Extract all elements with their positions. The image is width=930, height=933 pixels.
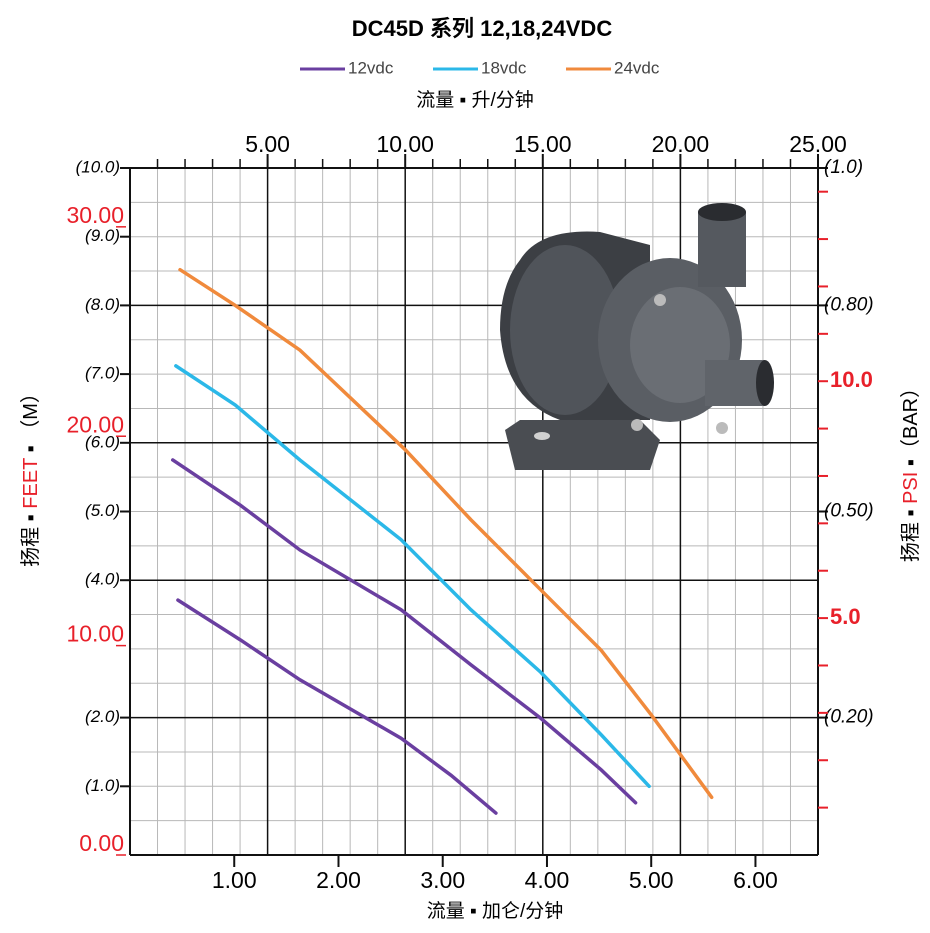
y-feet-tick-label: 0.00 bbox=[79, 830, 124, 856]
y2-tick-label: (1.0) bbox=[824, 157, 863, 178]
plot: 5.00 10.00 15.00 20.00 25.00 1.00 2.00 3.00 4.00… bbox=[66, 58, 873, 893]
y-tick-label: (9.0) bbox=[85, 226, 120, 245]
legend-label: 24vdc bbox=[614, 58, 660, 77]
y3-tick-label: 10.0 bbox=[830, 367, 873, 392]
y2-tick-label: (0.20) bbox=[824, 707, 874, 728]
x-tick-label: 3.00 bbox=[420, 867, 465, 893]
series-line bbox=[174, 364, 651, 789]
x-tick-label: 6.00 bbox=[733, 867, 778, 893]
chart-title: DC45D 系列 12,18,24VDC bbox=[352, 16, 613, 41]
x2-tick-label: 25.00 bbox=[789, 131, 847, 157]
pump-hole bbox=[534, 432, 550, 440]
pump-inlet-hole bbox=[756, 360, 774, 406]
y3-tick-label: 5.0 bbox=[830, 604, 861, 629]
y-title-part: 扬程 ▪ bbox=[19, 509, 42, 567]
x-tick-label: 5.00 bbox=[629, 867, 674, 893]
x-axis-title: 流量 ▪ 加仑/分钟 bbox=[427, 900, 564, 922]
y-tick-label: (7.0) bbox=[85, 364, 120, 383]
y2-tick-label: (0.50) bbox=[824, 501, 874, 522]
y2-title-part: 扬程 ▪ bbox=[899, 504, 922, 562]
y-axis-title: 扬程 ▪ FEET ▪ （M） bbox=[19, 383, 42, 567]
y-tick-label: (6.0) bbox=[85, 432, 120, 451]
y-tick-label: (10.0) bbox=[76, 157, 120, 176]
legend-label: 18vdc bbox=[481, 58, 527, 77]
y2-title-part: PSI bbox=[900, 472, 922, 504]
x-tick-label: 4.00 bbox=[525, 867, 570, 893]
series-line bbox=[178, 267, 714, 800]
y2-title-part: ▪（BAR） bbox=[899, 378, 922, 472]
y-title-part: ▪ （M） bbox=[19, 383, 42, 458]
x2-tick-label: 5.00 bbox=[245, 131, 290, 157]
pump-outlet bbox=[698, 212, 746, 287]
y2-axis-title: 扬程 ▪ PSI ▪（BAR） bbox=[899, 378, 922, 562]
y-tick-label: (4.0) bbox=[85, 570, 120, 589]
y-tick-label: (5.0) bbox=[85, 501, 120, 520]
y2-tick-label: (0.80) bbox=[824, 294, 874, 315]
y-tick-label: (2.0) bbox=[85, 707, 120, 726]
x2-tick-label: 20.00 bbox=[652, 131, 710, 157]
x-tick-label: 1.00 bbox=[212, 867, 257, 893]
series-line bbox=[170, 458, 638, 805]
pump-screw bbox=[716, 422, 728, 434]
y-tick-label: (1.0) bbox=[85, 776, 120, 795]
pump-cap bbox=[510, 245, 620, 415]
series-line bbox=[176, 598, 498, 815]
x-tick-label: 2.00 bbox=[316, 867, 361, 893]
y-feet-tick-label: 30.00 bbox=[66, 202, 124, 228]
pump-inlet bbox=[705, 360, 765, 406]
y-tick-label: (8.0) bbox=[85, 295, 120, 314]
pump-screw bbox=[631, 419, 643, 431]
legend-label: 12vdc bbox=[348, 58, 394, 77]
x2-axis-title: 流量 ▪ 升/分钟 bbox=[416, 89, 534, 111]
y-feet-tick-label: 10.00 bbox=[66, 621, 124, 647]
x2-tick-label: 10.00 bbox=[376, 131, 434, 157]
y-feet-tick-label: 20.00 bbox=[66, 411, 124, 437]
pump-screw bbox=[654, 294, 666, 306]
pump-photo bbox=[500, 203, 774, 470]
x2-tick-label: 15.00 bbox=[514, 131, 572, 157]
y-title-part: FEET bbox=[20, 458, 42, 509]
pump-outlet-hole bbox=[698, 203, 746, 221]
